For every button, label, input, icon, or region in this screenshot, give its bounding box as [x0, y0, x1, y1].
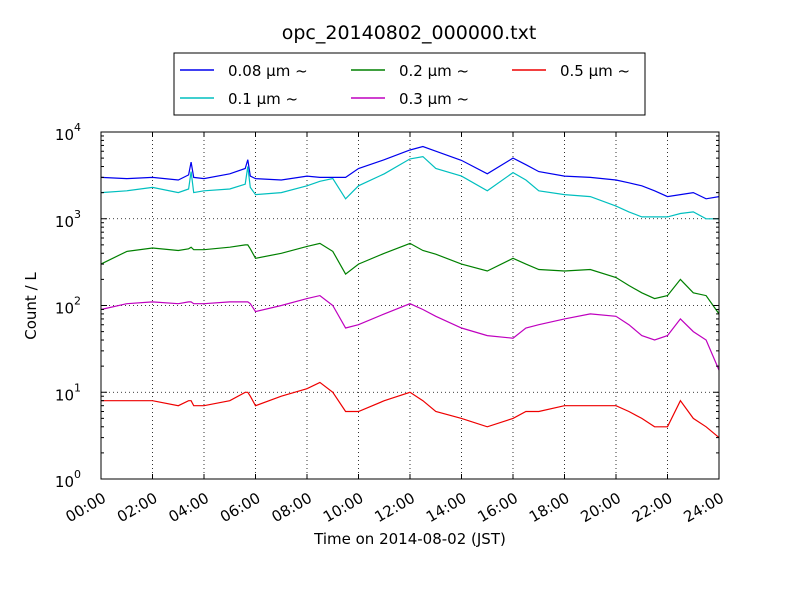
legend: 0.08 μm ~ 0.1 μm ~ 0.2 μm ~ 0.3 μm ~ 0.5 μm …	[173, 52, 646, 116]
series-line	[100, 294, 720, 371]
y-tick-exponent: 3	[74, 208, 81, 221]
legend-label: 0.1 μm ~	[228, 90, 298, 108]
series-line	[100, 242, 720, 315]
y-tick-exponent: 1	[74, 381, 81, 394]
y-tick-exponent: 0	[74, 468, 81, 481]
y-tick-exponent: 2	[74, 295, 81, 308]
ticks	[100, 131, 720, 480]
legend-label: 0.5 μm ~	[560, 62, 630, 80]
legend-label: 0.2 μm ~	[399, 62, 469, 80]
chart-title: opc_20140802_000000.txt	[282, 22, 537, 44]
series-line	[100, 145, 720, 200]
legend-box	[173, 52, 646, 116]
x-axis-label: Time on 2014-08-02 (JST)	[313, 530, 506, 548]
series-lines	[100, 145, 720, 439]
series-line	[100, 155, 719, 220]
legend-label: 0.08 μm ~	[228, 62, 308, 80]
y-tick-exponent: 4	[74, 121, 81, 134]
y-axis-label: Count / L	[22, 272, 40, 340]
series-line	[101, 381, 720, 439]
legend-label: 0.3 μm ~	[399, 90, 469, 108]
